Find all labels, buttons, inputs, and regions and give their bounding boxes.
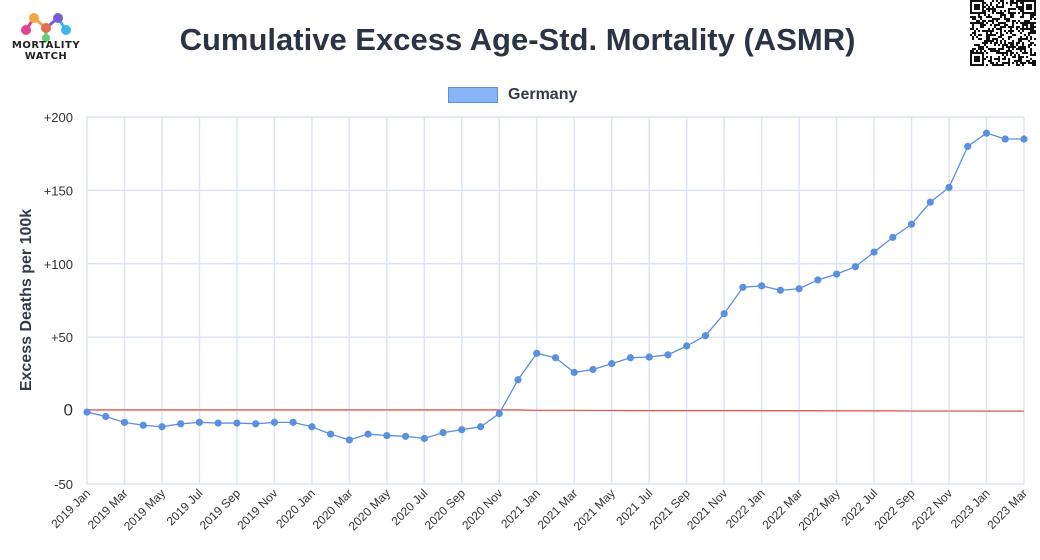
data-point-germany[interactable] <box>833 270 841 278</box>
data-point-germany[interactable] <box>102 412 110 421</box>
data-point-germany[interactable] <box>701 332 710 340</box>
data-point-germany[interactable] <box>720 310 728 318</box>
data-point-germany[interactable] <box>945 183 953 192</box>
data-point-germany[interactable] <box>776 286 784 294</box>
molecule-logo-icon <box>21 13 71 42</box>
x-tick-label: 2021 May <box>571 486 618 533</box>
data-point-germany[interactable] <box>439 429 447 437</box>
data-point-germany[interactable] <box>889 233 897 241</box>
x-tick-label: 2020 Nov <box>459 486 505 532</box>
data-point-germany[interactable] <box>664 351 672 359</box>
data-point-germany[interactable] <box>533 349 541 357</box>
y-tick-label: 0 <box>64 401 73 420</box>
x-tick-label: 2023 Mar <box>984 486 1030 532</box>
y-tick-label: +200 <box>44 110 73 125</box>
data-point-germany[interactable] <box>795 285 803 293</box>
data-point-germany[interactable] <box>907 220 916 228</box>
data-point-germany[interactable] <box>645 353 653 361</box>
y-tick-label: +50 <box>51 330 73 345</box>
qr-code-icon[interactable] <box>970 0 1036 66</box>
data-point-germany[interactable] <box>327 430 335 438</box>
data-point-germany[interactable] <box>608 360 616 368</box>
data-point-germany[interactable] <box>683 342 691 350</box>
data-point-germany[interactable] <box>401 432 410 440</box>
legend-swatch-germany <box>448 87 498 103</box>
data-point-germany[interactable] <box>158 423 166 431</box>
data-point-germany[interactable] <box>364 430 372 438</box>
y-axis-label: Excess Deaths per 100k <box>18 209 35 391</box>
series-line-baseline <box>87 409 1024 412</box>
data-point-germany[interactable] <box>495 409 503 418</box>
data-point-germany[interactable] <box>814 276 822 284</box>
data-point-germany[interactable] <box>758 282 766 290</box>
y-tick-label: +100 <box>44 257 73 272</box>
x-tick-label: 2021 Nov <box>684 486 730 532</box>
data-point-germany[interactable] <box>214 419 222 427</box>
data-point-germany[interactable] <box>458 426 466 434</box>
data-point-germany[interactable] <box>195 418 204 426</box>
data-point-germany[interactable] <box>420 434 428 443</box>
grid <box>86 116 1025 485</box>
data-point-germany[interactable] <box>476 423 485 431</box>
data-point-germany[interactable] <box>870 248 878 256</box>
data-point-germany[interactable] <box>139 421 147 429</box>
data-point-germany[interactable] <box>83 408 91 416</box>
data-point-germany[interactable] <box>570 368 578 377</box>
data-point-germany[interactable] <box>926 198 934 206</box>
series-layer <box>83 129 1028 444</box>
x-tick-label: 2020 May <box>346 486 393 533</box>
data-point-germany[interactable] <box>120 418 129 426</box>
logo-line-2: WATCH <box>24 51 68 62</box>
data-point-germany[interactable] <box>851 263 859 271</box>
x-tick-label: 2019 Nov <box>234 486 280 532</box>
x-tick-label: 2022 Nov <box>909 486 955 532</box>
legend[interactable]: Germany <box>448 85 577 105</box>
data-point-germany[interactable] <box>982 129 991 137</box>
data-point-germany[interactable] <box>626 354 635 362</box>
data-point-germany[interactable] <box>289 418 297 426</box>
y-tick-label: -50 <box>54 477 73 492</box>
data-point-germany[interactable] <box>1001 135 1009 143</box>
data-point-germany[interactable] <box>383 431 391 440</box>
data-point-germany[interactable] <box>308 423 316 431</box>
data-point-germany[interactable] <box>551 354 560 362</box>
data-point-germany[interactable] <box>233 419 241 427</box>
chart-title: Cumulative Excess Age-Std. Mortality (AS… <box>179 22 856 57</box>
data-point-germany[interactable] <box>964 142 972 150</box>
x-tick-label: 2022 May <box>796 486 843 533</box>
data-point-germany[interactable] <box>270 418 278 426</box>
data-point-germany[interactable] <box>177 420 185 428</box>
y-tick-label: +150 <box>44 183 73 198</box>
series-line-germany <box>86 132 1024 441</box>
logo-line-1: MORTALITY <box>11 40 81 51</box>
data-point-germany[interactable] <box>345 436 353 444</box>
legend-label-germany: Germany <box>508 86 578 103</box>
y-axis-ticks: +200 +150 +100 +50 0 -50 <box>44 110 73 492</box>
x-tick-label: 2019 May <box>121 486 168 533</box>
data-point-germany[interactable] <box>252 420 260 428</box>
data-point-germany[interactable] <box>589 365 597 374</box>
data-point-germany[interactable] <box>1020 135 1028 143</box>
data-point-germany[interactable] <box>514 376 522 384</box>
data-point-germany[interactable] <box>739 283 747 291</box>
mortality-watch-logo: MORTALITY WATCH <box>6 8 86 68</box>
